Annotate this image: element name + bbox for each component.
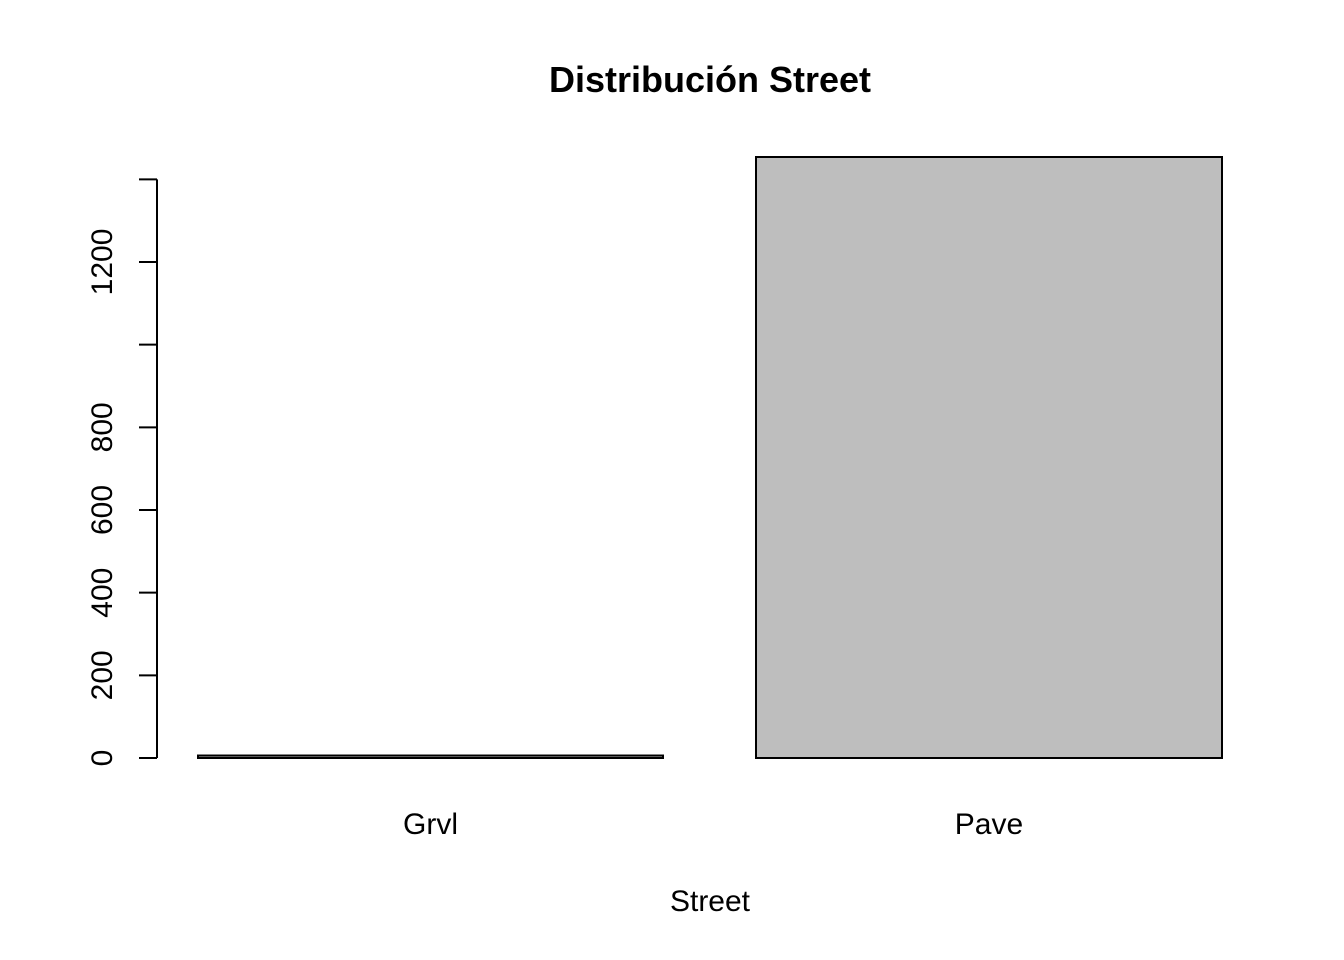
x-tick-label: Pave — [955, 808, 1023, 841]
x-tick-labels: Grvl Pave — [403, 808, 1023, 841]
bars — [197, 156, 1223, 760]
x-axis-label: Street — [670, 885, 751, 918]
y-tick-label: 400 — [86, 568, 119, 618]
y-tick-label: 200 — [86, 650, 119, 700]
bar-pave — [755, 156, 1223, 759]
y-tick-label: 800 — [86, 402, 119, 452]
y-tick-label: 600 — [86, 485, 119, 535]
bar-grvl — [197, 754, 664, 760]
chart-title: Distribución Street — [549, 59, 871, 100]
y-tick-label: 1200 — [86, 229, 119, 296]
x-tick-label: Grvl — [403, 808, 458, 841]
y-tick-label: 0 — [86, 750, 119, 767]
y-axis: 0 200 400 600 800 1200 — [86, 178, 158, 767]
